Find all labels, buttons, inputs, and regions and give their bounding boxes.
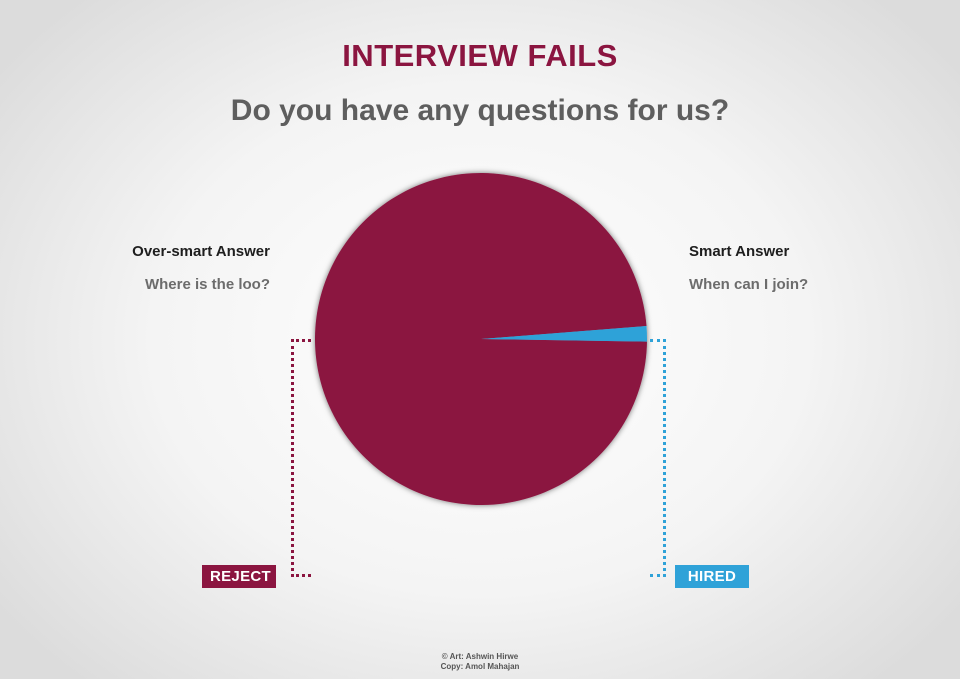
smart-answer-text: When can I join? — [689, 276, 809, 293]
credits: © Art: Ashwin Hirwe Copy: Amol Mahajan — [0, 652, 960, 672]
hired-badge: HIRED — [675, 565, 749, 588]
page-title: INTERVIEW FAILS — [342, 38, 618, 73]
smart-answer-heading: Smart Answer — [689, 243, 790, 260]
page-subtitle: Do you have any questions for us? — [230, 94, 730, 127]
reject-badge: REJECT — [202, 565, 276, 588]
pie-slice-over-smart-answer — [314, 172, 647, 505]
over-smart-answer-text: Where is the loo? — [144, 276, 270, 293]
pie-slice-smart-answer — [481, 325, 647, 342]
over-smart-answer-heading: Over-smart Answer — [132, 243, 270, 260]
art-credit: © Art: Ashwin Hirwe — [441, 652, 519, 661]
hired-connector-line — [650, 339, 666, 577]
copy-credit: Copy: Amol Mahajan — [440, 662, 520, 671]
reject-connector-line — [291, 339, 311, 577]
